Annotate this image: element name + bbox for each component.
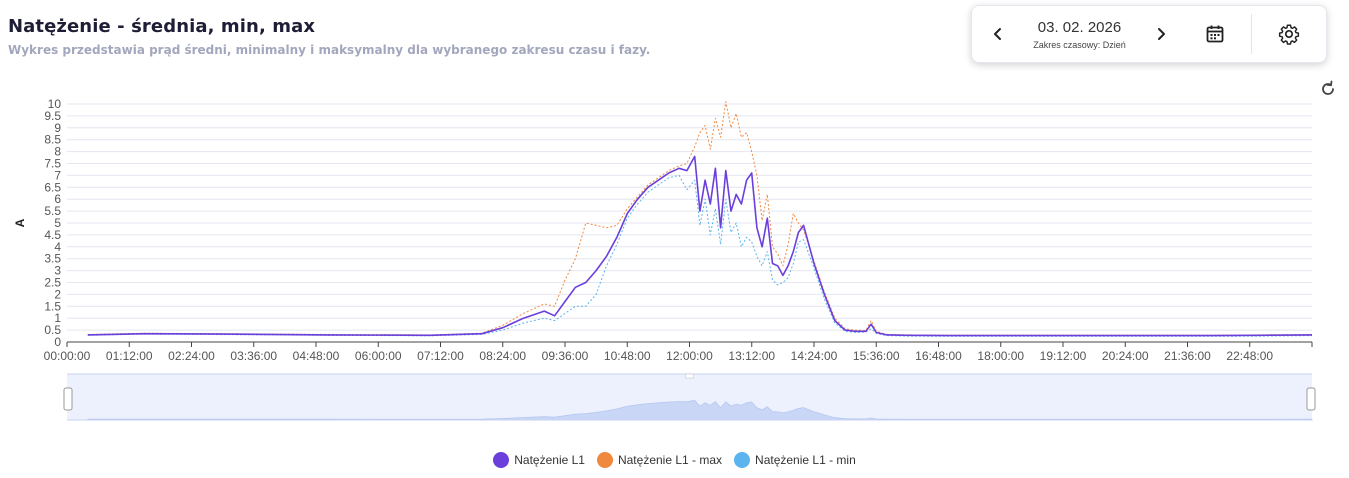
reset-zoom-icon [1322,80,1334,95]
y-tick-label: 9 [54,121,61,135]
y-tick-label: 1.5 [44,299,61,313]
x-tick-label: 13:12:00 [728,349,775,363]
x-tick-label: 19:12:00 [1040,349,1087,363]
navigator[interactable] [63,373,1316,421]
grid-lines [67,103,1312,343]
y-tick-label: 2.5 [44,276,61,290]
y-tick-label: 0 [54,335,61,349]
y-tick-label: 5.5 [44,204,61,218]
page-title: Natężenie - średnia, min, max [8,16,316,37]
y-tick-label: 1 [54,311,61,325]
x-tick-label: 07:12:00 [417,349,464,363]
x-tick-label: 01:12:00 [106,349,153,363]
y-tick-label: 6.5 [44,180,61,194]
y-tick-label: 3.5 [44,252,61,266]
x-tick-label: 15:36:00 [853,349,900,363]
navigator-right-handle[interactable] [1306,387,1316,411]
legend-swatch-max [596,452,613,468]
x-tick-label: 04:48:00 [293,349,340,363]
x-tick-label: 03:36:00 [230,349,277,363]
legend: Natężenie L1 Natężenie L1 - max Natężeni… [0,452,1349,468]
x-tick-label: 14:24:00 [791,349,838,363]
x-axis: 00:00:00 01:12:00 02:24:00 03:36:00 04:48:00… [44,341,1313,363]
page-subtitle: Wykres przedstawia prąd średni, minimaln… [8,43,651,57]
series-line-max [87,101,1313,336]
range-label: Zakres czasowy: Dzień [1033,40,1126,50]
legend-label-max: Natężenie L1 - max [617,453,723,467]
x-tick-label: 21:36:00 [1164,349,1211,363]
x-tick-label: 10:48:00 [604,349,651,363]
y-tick-label: 10 [48,97,62,111]
x-tick-label: 22:48:00 [1226,349,1273,363]
y-tick-label: 0.5 [44,323,61,337]
calendar-button[interactable] [1201,20,1229,48]
x-tick-label: 09:36:00 [542,349,589,363]
legend-item-max[interactable]: Natężenie L1 - max [596,452,723,468]
x-tick-label: 12:00:00 [666,349,713,363]
next-day-button[interactable] [1147,20,1175,48]
x-tick-label: 06:00:00 [355,349,402,363]
y-axis-label: A [13,218,27,227]
x-tick-label: 00:00:00 [44,349,91,363]
previous-day-button[interactable] [984,20,1012,48]
legend-item-min[interactable]: Natężenie L1 - min [734,452,856,468]
y-tick-label: 4.5 [44,228,61,242]
legend-item-avg[interactable]: Natężenie L1 [493,452,585,468]
calendar-icon [1206,25,1224,43]
current-date[interactable]: 03. 02. 2026 [1037,19,1122,36]
x-tick-label: 20:24:00 [1102,349,1149,363]
settings-button[interactable] [1275,20,1303,48]
y-tick-label: 7 [54,168,61,182]
legend-swatch-avg [493,452,510,468]
y-tick-label: 7.5 [44,157,61,171]
toolbar-divider [1251,14,1252,54]
navigator-left-handle[interactable] [63,387,73,411]
legend-label-min: Natężenie L1 - min [755,453,856,467]
current-chart: 00.511.522.533.544.555.566.577.588.599.5… [13,97,1316,421]
y-axis: 00.511.522.533.544.555.566.577.588.599.5… [44,97,61,349]
y-tick-label: 6 [54,192,61,206]
y-tick-label: 4 [54,240,61,254]
navigator-grip[interactable] [685,373,694,379]
navigator-series [87,399,1313,421]
gear-icon [1278,24,1300,45]
y-tick-label: 3 [54,264,61,278]
series-line-avg [87,155,1313,337]
y-tick-label: 9.5 [44,109,61,123]
x-tick-label: 16:48:00 [915,349,962,363]
chevron-left-icon [994,28,1001,40]
reset-zoom-button[interactable] [1318,79,1338,99]
date-toolbar: 03. 02. 2026 Zakres czasowy: Dzień [971,5,1327,63]
x-tick-label: 18:00:00 [977,349,1024,363]
legend-swatch-min [734,452,751,468]
y-tick-label: 8.5 [44,133,61,147]
series-line-min [87,174,1313,337]
plot-area [87,101,1313,337]
chevron-right-icon [1158,28,1165,40]
legend-label-avg: Natężenie L1 [514,453,585,467]
y-tick-label: 2 [54,287,61,301]
x-tick-label: 08:24:00 [479,349,526,363]
x-tick-label: 02:24:00 [168,349,215,363]
y-tick-label: 8 [54,145,61,159]
y-tick-label: 5 [54,216,61,230]
